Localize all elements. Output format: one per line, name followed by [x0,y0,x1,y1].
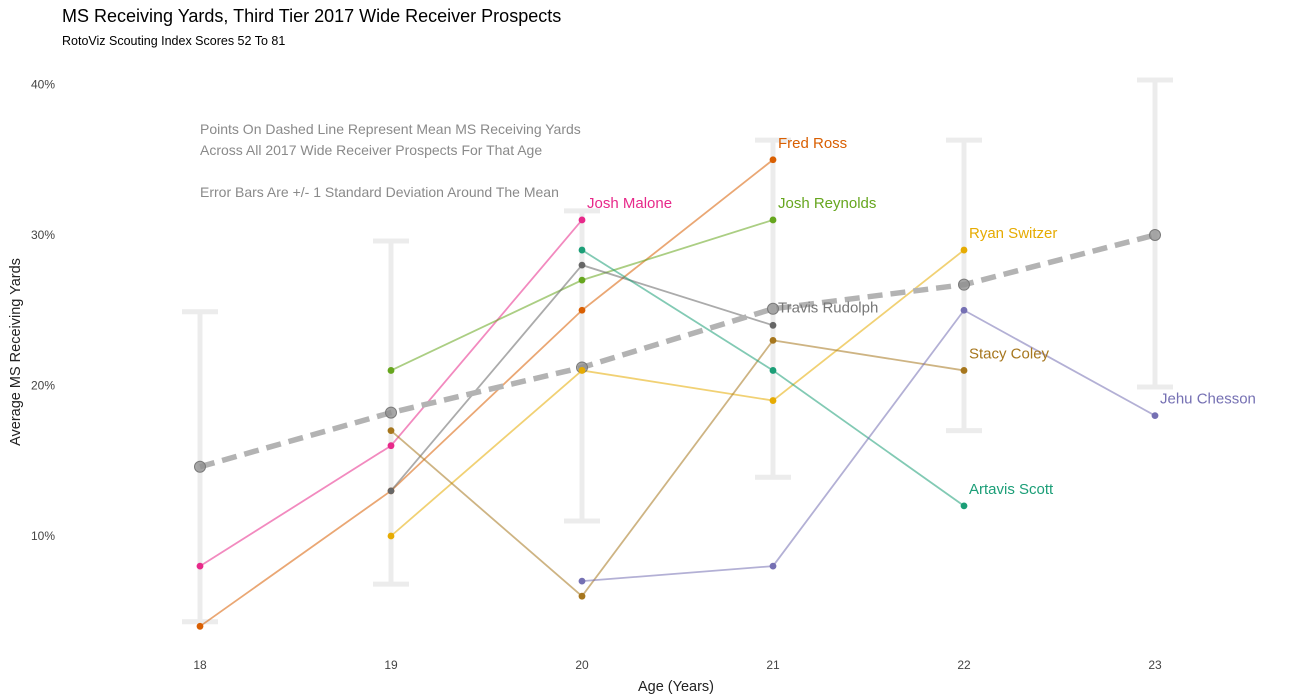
point-josh-malone-19 [387,442,395,450]
annotation-line-3: Error Bars Are +/- 1 Standard Deviation … [200,184,559,200]
point-travis-rudolph-19 [387,487,395,495]
y-tick-label: 20% [31,379,55,393]
series-points [196,156,1159,630]
point-ryan-switzer-20 [578,367,586,374]
point-josh-reynolds-21 [769,216,777,224]
point-ryan-switzer-21 [769,397,777,404]
x-tick-label: 18 [193,658,207,672]
point-artavis-scott-22 [960,502,968,510]
mean-point-18 [194,460,206,473]
point-travis-rudolph-21 [769,321,777,329]
x-axis-ticks: 18 19 20 21 22 23 [193,658,1162,672]
series-line-fred-ross [199,159,774,628]
point-travis-rudolph-20 [578,261,586,269]
y-tick-label: 30% [31,228,55,242]
chart-title: MS Receiving Yards, Third Tier 2017 Wide… [62,6,562,26]
series-label-jehu-chesson: Jehu Chesson [1160,391,1256,408]
mean-point-19 [385,406,397,419]
point-stacy-coley-21 [769,336,777,344]
x-tick-label: 22 [957,658,971,672]
point-jehu-chesson-21 [769,562,777,570]
y-tick-label: 40% [31,78,55,92]
point-fred-ross-20 [578,306,586,314]
x-tick-label: 23 [1148,658,1162,672]
point-artavis-scott-21 [769,367,777,374]
point-jehu-chesson-23 [1151,412,1159,419]
series-labels: Josh Malone Fred Ross Josh Reynolds Ryan Sw… [587,135,1256,498]
annotation-line-2: Across All 2017 Wide Receiver Prospects … [200,142,542,158]
point-josh-reynolds-19 [387,367,395,374]
x-tick-label: 19 [384,658,398,672]
x-axis-title: Age (Years) [638,679,714,695]
series-label-artavis-scott: Artavis Scott [969,481,1054,498]
point-fred-ross-21 [769,156,777,164]
point-stacy-coley-20 [578,592,586,600]
point-josh-malone-18 [196,562,204,570]
series-label-fred-ross: Fred Ross [778,135,847,152]
annotation-line-1: Points On Dashed Line Represent Mean MS … [200,121,581,137]
series-label-ryan-switzer: Ryan Switzer [969,225,1057,242]
x-tick-label: 20 [575,658,589,672]
series-label-stacy-coley: Stacy Coley [969,345,1050,362]
series-line-stacy-coley [390,339,965,598]
mean-point-23 [1149,229,1161,241]
point-stacy-coley-22 [960,367,968,374]
point-jehu-chesson-20 [578,577,586,585]
point-ryan-switzer-22 [960,246,968,254]
point-jehu-chesson-22 [960,306,968,314]
mean-point-22 [958,278,970,291]
mean-point-21 [767,302,779,315]
point-ryan-switzer-19 [387,532,395,540]
series-line-ryan-switzer [390,249,965,537]
point-josh-malone-20 [578,216,586,224]
series-line-jehu-chesson [581,309,1156,583]
mean-line [199,232,1156,470]
series-label-josh-reynolds: Josh Reynolds [778,195,876,212]
point-stacy-coley-19 [387,427,395,435]
x-tick-label: 21 [766,658,780,672]
y-axis-title: Average MS Receiving Yards [8,258,24,446]
point-artavis-scott-20 [578,246,586,254]
point-josh-reynolds-20 [578,276,586,284]
point-fred-ross-18 [196,622,204,630]
y-tick-label: 10% [31,529,55,543]
series-label-josh-malone: Josh Malone [587,195,672,212]
y-axis-ticks: 10% 20% 30% 40% [31,78,55,544]
series-label-travis-rudolph: Travis Rudolph [778,299,878,316]
chart-subtitle: RotoViz Scouting Index Scores 52 To 81 [62,34,286,48]
